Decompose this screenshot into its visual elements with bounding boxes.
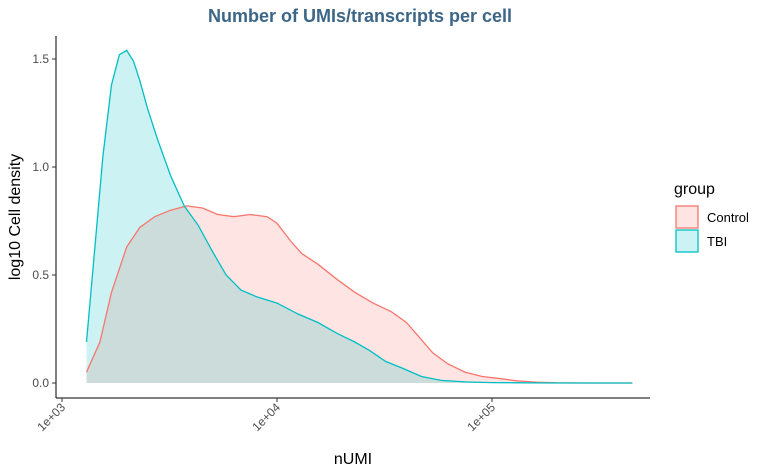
- axes: [55, 36, 650, 399]
- legend: group Control TBI: [674, 181, 749, 253]
- density-area-tbi: [86, 50, 633, 384]
- y-ticks: 0.0 0.5 1.0 1.5: [32, 52, 56, 390]
- y-axis-label: log10 Cell density: [7, 154, 24, 280]
- legend-key-control: [675, 205, 699, 229]
- series-layer: [85, 49, 633, 384]
- density-line-tbi: [85, 49, 633, 384]
- legend-label-control: Control: [707, 210, 749, 225]
- legend-key-tbi: [675, 229, 699, 253]
- legend-label-tbi: TBI: [707, 234, 727, 249]
- x-ticks: 1e+03 1e+04 1e+05: [34, 398, 498, 434]
- y-tick-label: 0.5: [32, 268, 49, 282]
- x-tick-label: 1e+04: [249, 400, 283, 434]
- y-tick-label: 1.5: [32, 52, 49, 66]
- density-area-control: [86, 205, 633, 383]
- x-tick-label: 1e+05: [464, 400, 498, 434]
- y-tick-label: 1.0: [32, 160, 49, 174]
- chart-title: Number of UMIs/transcripts per cell: [208, 6, 512, 26]
- legend-items: Control TBI: [675, 205, 749, 253]
- legend-title: group: [674, 181, 715, 198]
- x-axis-label: nUMI: [334, 451, 372, 468]
- x-tick-label: 1e+03: [34, 400, 68, 434]
- density-line-control: [85, 205, 633, 384]
- y-tick-label: 0.0: [32, 376, 49, 390]
